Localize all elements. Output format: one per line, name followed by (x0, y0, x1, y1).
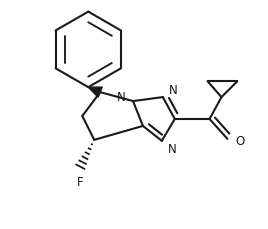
Text: N: N (168, 83, 177, 96)
Text: F: F (77, 175, 84, 188)
Text: N: N (117, 90, 125, 103)
Polygon shape (88, 88, 102, 98)
Text: O: O (235, 135, 245, 148)
Text: N: N (168, 143, 176, 156)
